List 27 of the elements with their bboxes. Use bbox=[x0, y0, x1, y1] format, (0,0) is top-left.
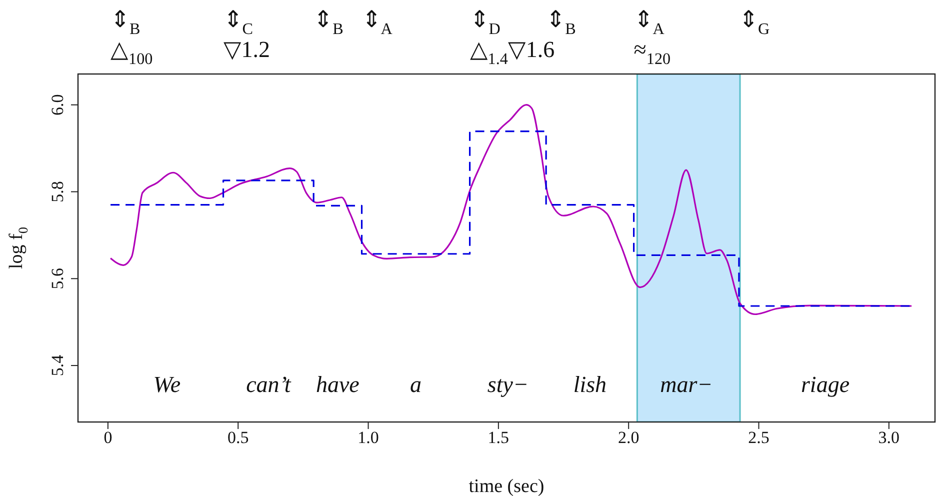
annotation: riage bbox=[800, 372, 850, 397]
annotation: sty− bbox=[487, 372, 528, 397]
text: ⇕$_{C}$ ▽1.2 bbox=[223, 7, 270, 62]
y-tick-label: 5.8 bbox=[48, 181, 67, 202]
text: ⇕$_{A}$ bbox=[362, 7, 393, 38]
line-series bbox=[110, 104, 912, 316]
x-tick-label: 3.0 bbox=[878, 428, 900, 448]
x-axis-title: time (sec) bbox=[468, 476, 544, 496]
text: ⇕$_{A}$ ≈$_{120}$ bbox=[634, 7, 671, 68]
y-tick-label: 5.4 bbox=[48, 354, 67, 376]
annotation: have bbox=[316, 372, 360, 397]
x-tick-label: 1.0 bbox=[358, 428, 379, 448]
annotation: can’t bbox=[246, 372, 292, 397]
x-tick-label: 2.5 bbox=[748, 428, 770, 448]
x-tick-label: 0 bbox=[104, 428, 112, 448]
annotation: a bbox=[410, 372, 422, 397]
y-tick-label: 6.0 bbox=[48, 94, 67, 116]
annotation: lish bbox=[573, 372, 607, 397]
x-tick-label: 0.5 bbox=[227, 428, 249, 448]
text: ⇕$_{B}$ bbox=[314, 7, 344, 38]
y-tick-label: 5.6 bbox=[48, 268, 67, 290]
annotation: mar− bbox=[660, 372, 713, 397]
text: ⇕$_{B}$ △$_{100}$ bbox=[110, 7, 153, 68]
annotation: We bbox=[153, 372, 181, 397]
x-tick-label: 1.5 bbox=[488, 428, 510, 448]
text: ⇕$_{G}$ bbox=[738, 7, 770, 38]
x-tick-label: 2.0 bbox=[618, 428, 640, 448]
